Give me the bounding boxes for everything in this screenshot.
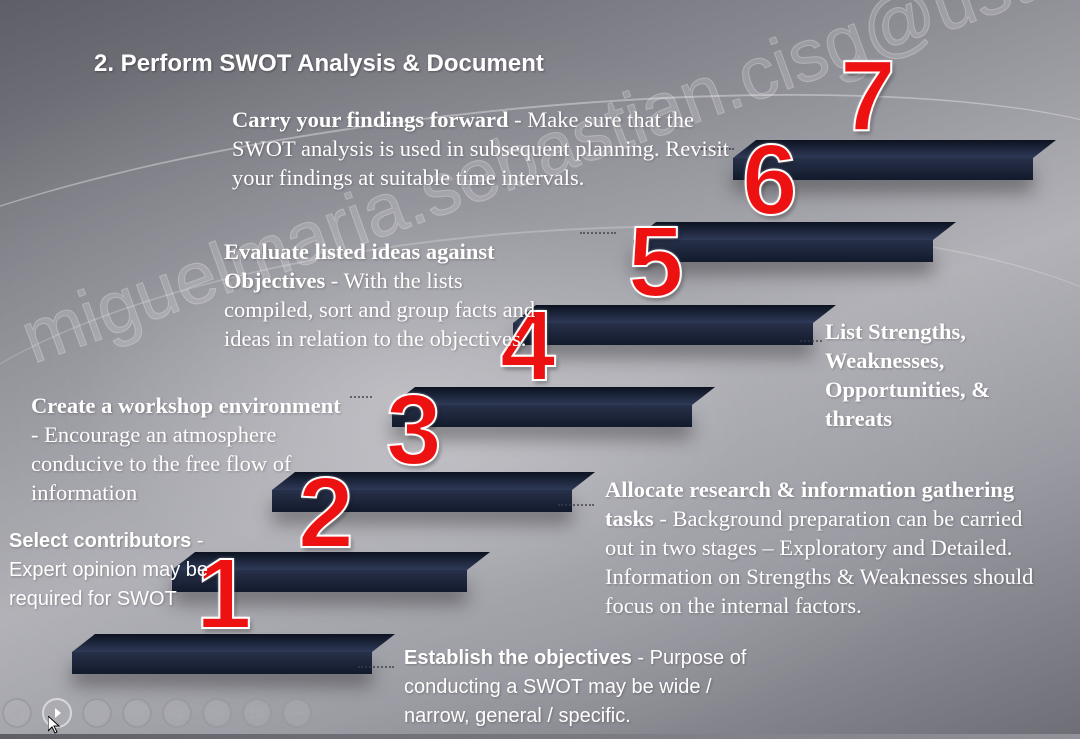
next-icon[interactable] (42, 698, 72, 728)
connector-dots (358, 666, 394, 668)
pen-icon[interactable] (82, 698, 112, 728)
step-heading: Select contributors (9, 530, 192, 552)
step-text-allocate: Allocate research & information gatherin… (605, 475, 1045, 620)
stair-step-7 (733, 158, 1033, 180)
previous-icon[interactable] (2, 698, 32, 728)
slide-title: 2. Perform SWOT Analysis & Document (94, 50, 544, 77)
step-heading: Evaluate listed ideas against Objectives (224, 239, 495, 293)
step-body: Expert opinion may be required for SWOT (9, 559, 209, 610)
step-number-2: 2 (297, 457, 355, 569)
zoom-icon[interactable] (162, 698, 192, 728)
step-heading: List Strengths, Weaknesses, Opportunitie… (825, 319, 991, 431)
step-text-objectives: Establish the objectives - Purpose of co… (404, 644, 774, 731)
connector-dots (350, 396, 372, 398)
step-separator: - (631, 647, 650, 669)
step-separator: - (325, 268, 344, 293)
step-number-6: 6 (741, 124, 799, 236)
step-body: Make sure that the SWOT analysis is used… (232, 107, 730, 190)
stair-step-3 (272, 490, 572, 512)
step-body: Background preparation can be carried ou… (605, 506, 1034, 618)
slides-grid-icon[interactable] (122, 698, 152, 728)
step-heading: Allocate research & information gatherin… (605, 477, 1015, 531)
stair-step-1 (72, 652, 372, 674)
step-separator: - (191, 530, 204, 552)
step-separator: - (508, 107, 528, 132)
step-body: Encourage an atmosphere conducive to the… (31, 422, 292, 505)
step-heading: Create a workshop environment (31, 393, 341, 418)
step-heading: Carry your findings forward (232, 107, 509, 132)
more-options-icon[interactable] (282, 698, 312, 728)
step-body: With the lists compiled, sort and group … (224, 268, 536, 351)
step-number-5: 5 (627, 206, 685, 318)
step-separator: - (31, 422, 45, 447)
slideshow-controls (2, 697, 312, 729)
step-text-evaluate: Evaluate listed ideas against Objectives… (224, 237, 544, 353)
step-separator: - (653, 506, 673, 531)
step-number-4: 4 (499, 290, 557, 402)
stair-step-4 (392, 405, 692, 427)
stair-step-2 (172, 570, 467, 592)
connector-dots (800, 340, 822, 342)
connector-dots (558, 504, 594, 506)
step-text-workshop: Create a workshop environment - Encourag… (31, 391, 349, 507)
mouse-cursor-icon (47, 714, 61, 739)
step-heading: Establish the objectives (404, 647, 632, 669)
step-text-carry-forward: Carry your findings forward - Make sure … (232, 105, 732, 192)
step-number-1: 1 (195, 538, 253, 650)
camera-off-icon[interactable] (242, 698, 272, 728)
step-text-select-contributors: Select contributors - Expert opinion may… (9, 527, 219, 614)
step-number-7: 7 (839, 40, 897, 152)
step-body: Purpose of conducting a SWOT may be wide… (404, 647, 747, 727)
connector-dots (580, 232, 616, 234)
connector-dots (698, 148, 734, 150)
step-text-list-swot: List Strengths, Weaknesses, Opportunitie… (825, 317, 1045, 433)
stair-step-5 (513, 323, 813, 345)
step-number-3: 3 (385, 374, 443, 486)
subtitles-icon[interactable] (202, 698, 232, 728)
stair-step-6 (633, 240, 933, 262)
